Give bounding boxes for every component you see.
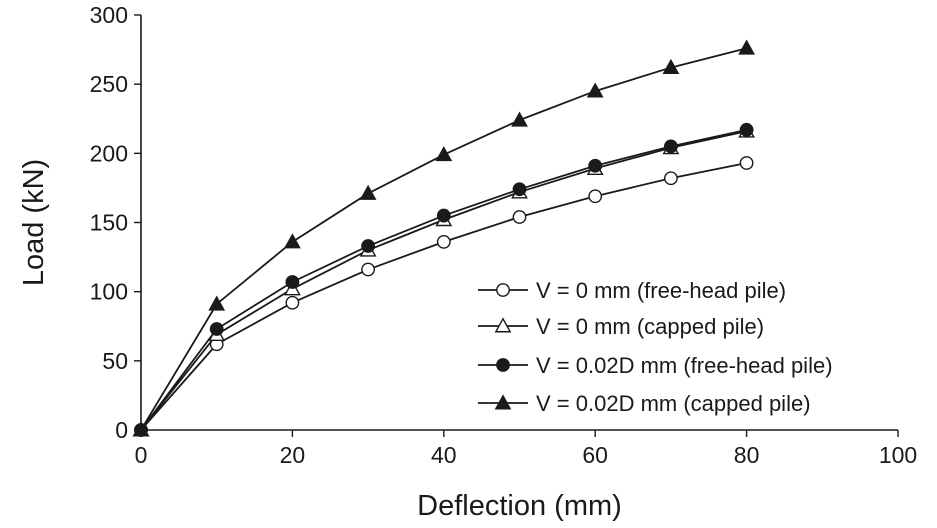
y-tick-label: 0 xyxy=(115,417,128,443)
axes: 0 20 40 60 80 100 0 50 100 150 200 250 300 xyxy=(90,2,918,468)
legend-label: V = 0.02D mm (free-head pile) xyxy=(536,353,833,378)
data-point xyxy=(662,58,680,75)
series-1 xyxy=(134,156,754,437)
series-layer xyxy=(132,39,755,437)
x-axis-title: Deflection (mm) xyxy=(417,490,622,522)
legend-item: V = 0.02D mm (free-head pile) xyxy=(478,353,833,378)
legend-item: V = 0 mm (free-head pile) xyxy=(478,278,786,303)
data-point xyxy=(285,275,300,289)
data-point xyxy=(588,189,603,204)
data-point xyxy=(664,171,678,186)
data-point xyxy=(435,146,453,162)
legend-marker xyxy=(494,317,512,333)
x-tick-label: 20 xyxy=(280,442,306,468)
data-point xyxy=(586,82,604,98)
y-tick-label: 100 xyxy=(90,279,128,305)
legend-marker xyxy=(496,358,510,372)
data-point xyxy=(511,111,528,127)
x-tick-label: 60 xyxy=(582,442,608,468)
data-point xyxy=(436,208,451,223)
series-4 xyxy=(132,39,755,437)
y-axis-title: Load (kN) xyxy=(18,159,50,286)
legend-label: V = 0 mm (free-head pile) xyxy=(536,278,786,303)
legend-item: V = 0 mm (capped pile) xyxy=(478,314,764,339)
data-point xyxy=(284,233,301,249)
data-point xyxy=(588,158,603,173)
legend: V = 0 mm (free-head pile) V = 0 mm (cappe… xyxy=(478,278,833,416)
data-point xyxy=(739,156,754,170)
data-point xyxy=(361,262,375,277)
data-point xyxy=(664,139,678,154)
data-point xyxy=(208,295,226,311)
data-point xyxy=(739,122,754,137)
x-tick-label: 0 xyxy=(135,442,148,468)
y-tick-label: 150 xyxy=(90,210,128,236)
legend-marker xyxy=(494,394,512,410)
legend-label: V = 0 mm (capped pile) xyxy=(536,314,764,339)
data-point xyxy=(738,39,755,55)
data-point xyxy=(361,239,375,253)
legend-item: V = 0.02D mm (capped pile) xyxy=(478,391,811,416)
data-point xyxy=(285,295,300,310)
data-point xyxy=(359,184,377,200)
x-tick-label: 100 xyxy=(879,442,917,468)
x-tick-label: 80 xyxy=(734,442,760,468)
legend-marker xyxy=(496,283,510,297)
y-tick-label: 300 xyxy=(90,2,128,28)
data-point xyxy=(209,322,224,336)
data-point xyxy=(436,234,451,249)
data-point xyxy=(512,182,527,197)
y-tick-label: 250 xyxy=(90,71,128,97)
data-point xyxy=(132,421,150,437)
legend-label: V = 0.02D mm (capped pile) xyxy=(536,391,811,416)
y-tick-label: 50 xyxy=(102,348,128,374)
series-3 xyxy=(134,122,754,437)
y-tick-label: 200 xyxy=(90,140,128,166)
x-tick-label: 40 xyxy=(431,442,457,468)
data-point xyxy=(512,210,527,224)
